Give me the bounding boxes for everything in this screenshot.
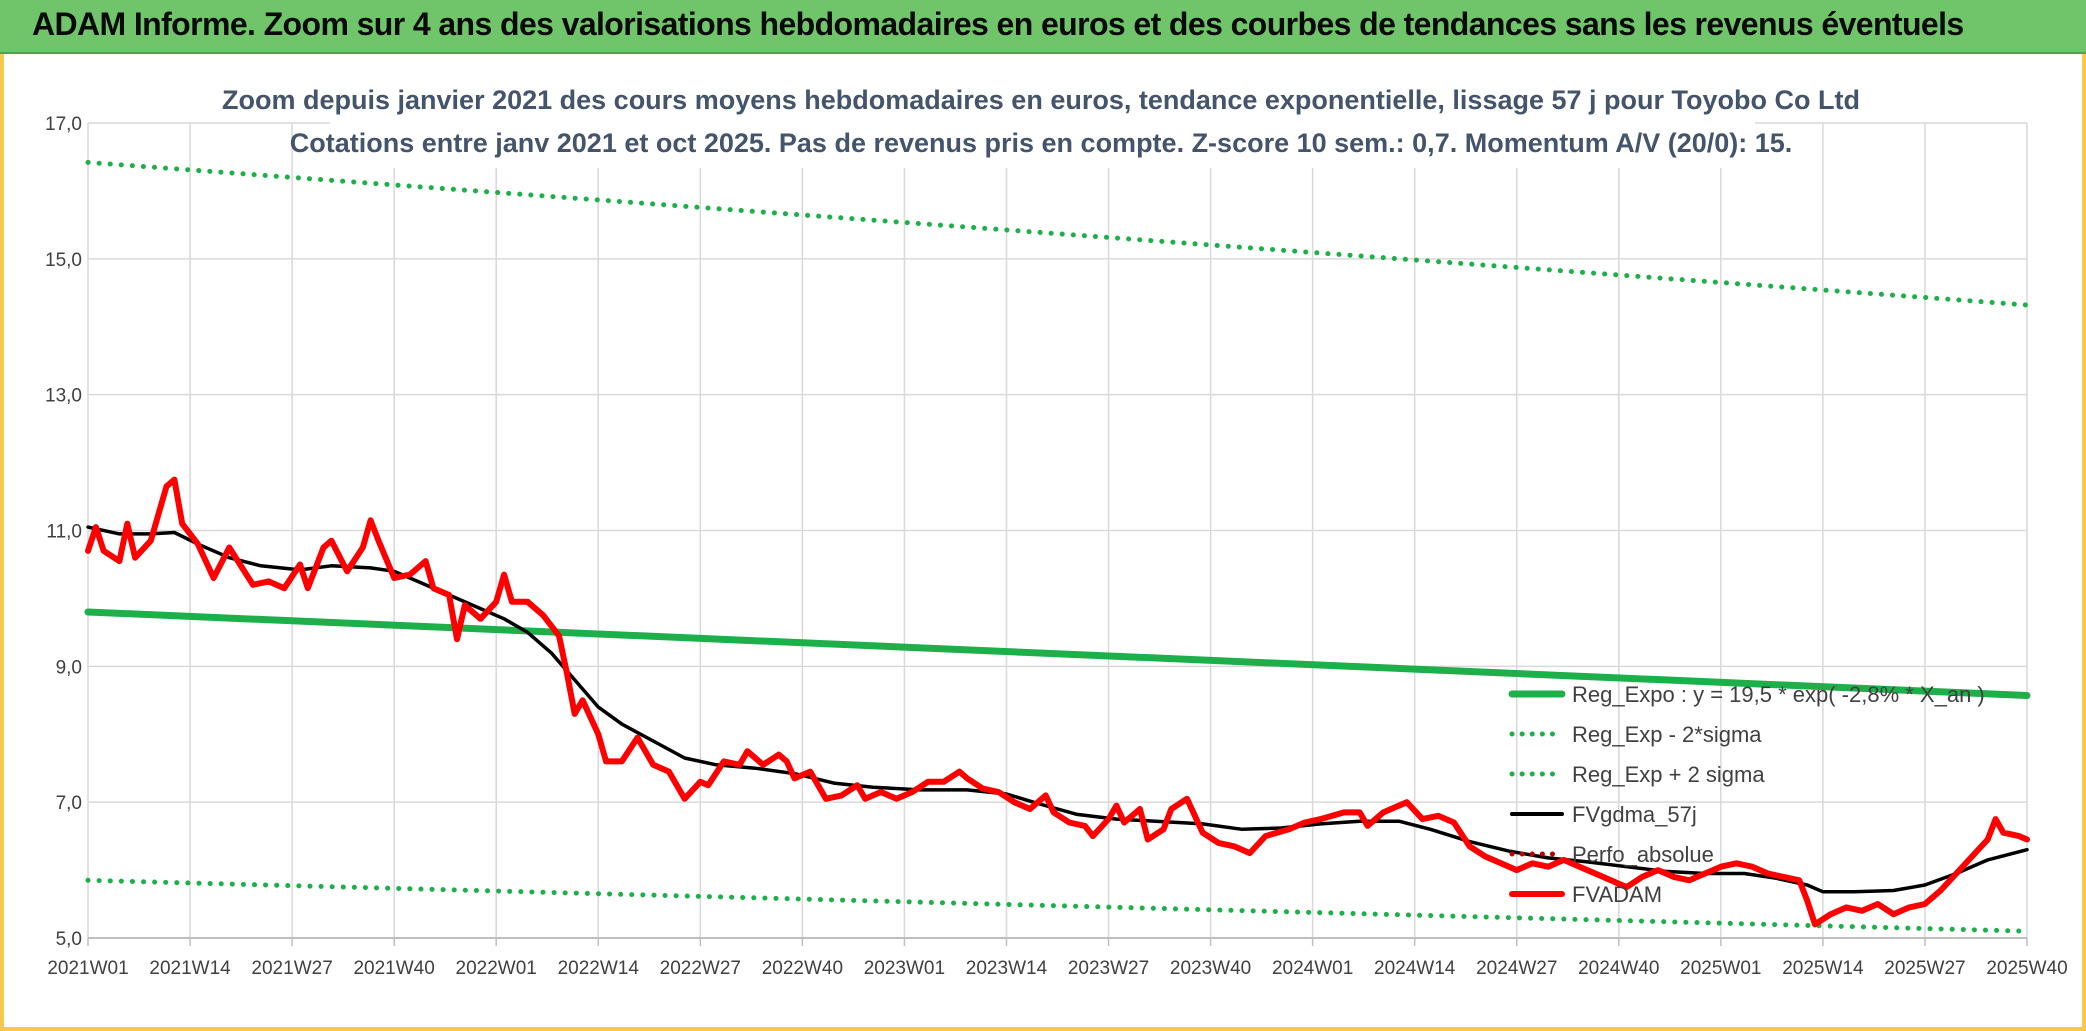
series-fvadam xyxy=(85,476,2030,928)
legend-label: Reg_Exp + 2 sigma xyxy=(1572,762,1765,787)
x-tick-label: 2023W40 xyxy=(1170,958,1251,979)
series-reg-expo-y-19-5-exp-2-8-x-an xyxy=(84,608,2031,699)
y-tick-label: 15,0 xyxy=(45,250,82,271)
x-tick-label: 2022W14 xyxy=(558,958,640,979)
legend-label: Reg_Expo : y = 19,5 * exp( -2,8% * X_an … xyxy=(1572,682,1985,707)
x-tick-label: 2025W27 xyxy=(1884,958,1965,979)
legend: Reg_Expo : y = 19,5 * exp( -2,8% * X_an … xyxy=(1508,682,1985,907)
x-axis-ticks: 2021W01 2021W14 2021W27 2021W40 2022W01 2022W… xyxy=(47,937,2068,979)
series-reg-exp-2-sigma xyxy=(85,877,2030,934)
y-tick-label: 17,0 xyxy=(45,114,82,135)
series-layer xyxy=(84,159,2031,934)
x-tick-label: 2022W27 xyxy=(660,958,741,979)
chart-title-background xyxy=(330,76,1755,168)
x-tick-label: 2022W40 xyxy=(762,958,843,979)
y-tick-label: 11,0 xyxy=(46,522,82,543)
y-axis-ticks: 5,0 7,0 9,0 11,0 13,0 15,0 17,0 xyxy=(45,114,82,950)
x-tick-label: 2025W40 xyxy=(1986,958,2067,979)
header-banner: ADAM Informe. Zoom sur 4 ans des valoris… xyxy=(0,0,2086,54)
y-tick-label: 9,0 xyxy=(56,657,82,678)
legend-box xyxy=(1490,675,2050,915)
x-tick-label: 2023W14 xyxy=(966,958,1048,979)
report-title: ADAM Informe. Zoom sur 4 ans des valoris… xyxy=(32,6,1964,42)
x-tick-label: 2021W27 xyxy=(251,958,332,979)
y-tick-label: 5,0 xyxy=(56,929,82,950)
chart-subtitle: Cotations entre janv 2021 et oct 2025. P… xyxy=(290,128,1793,158)
x-tick-label: 2021W14 xyxy=(149,958,231,979)
x-tick-label: 2024W27 xyxy=(1476,958,1557,979)
series-reg-exp-2-sigma xyxy=(85,159,2030,308)
y-tick-label: 13,0 xyxy=(45,386,82,407)
legend-label: FVgdma_57j xyxy=(1572,802,1697,827)
x-tick-label: 2021W40 xyxy=(353,958,434,979)
x-tick-label: 2022W01 xyxy=(456,958,537,979)
x-tick-label: 2021W01 xyxy=(47,958,128,979)
x-tick-label: 2024W01 xyxy=(1272,958,1353,979)
x-tick-label: 2024W14 xyxy=(1374,958,1456,979)
x-tick-label: 2023W27 xyxy=(1068,958,1149,979)
x-tick-label: 2023W01 xyxy=(864,958,945,979)
x-tick-label: 2025W01 xyxy=(1680,958,1761,979)
chart-title: Zoom depuis janvier 2021 des cours moyen… xyxy=(222,85,1860,115)
x-tick-label: 2025W14 xyxy=(1782,958,1864,979)
x-tick-label: 2024W40 xyxy=(1578,958,1659,979)
legend-label: Reg_Exp - 2*sigma xyxy=(1572,722,1762,747)
legend-label: Perfo_absolue xyxy=(1572,842,1714,867)
legend-label: FVADAM xyxy=(1572,882,1662,907)
y-tick-label: 7,0 xyxy=(56,793,82,814)
